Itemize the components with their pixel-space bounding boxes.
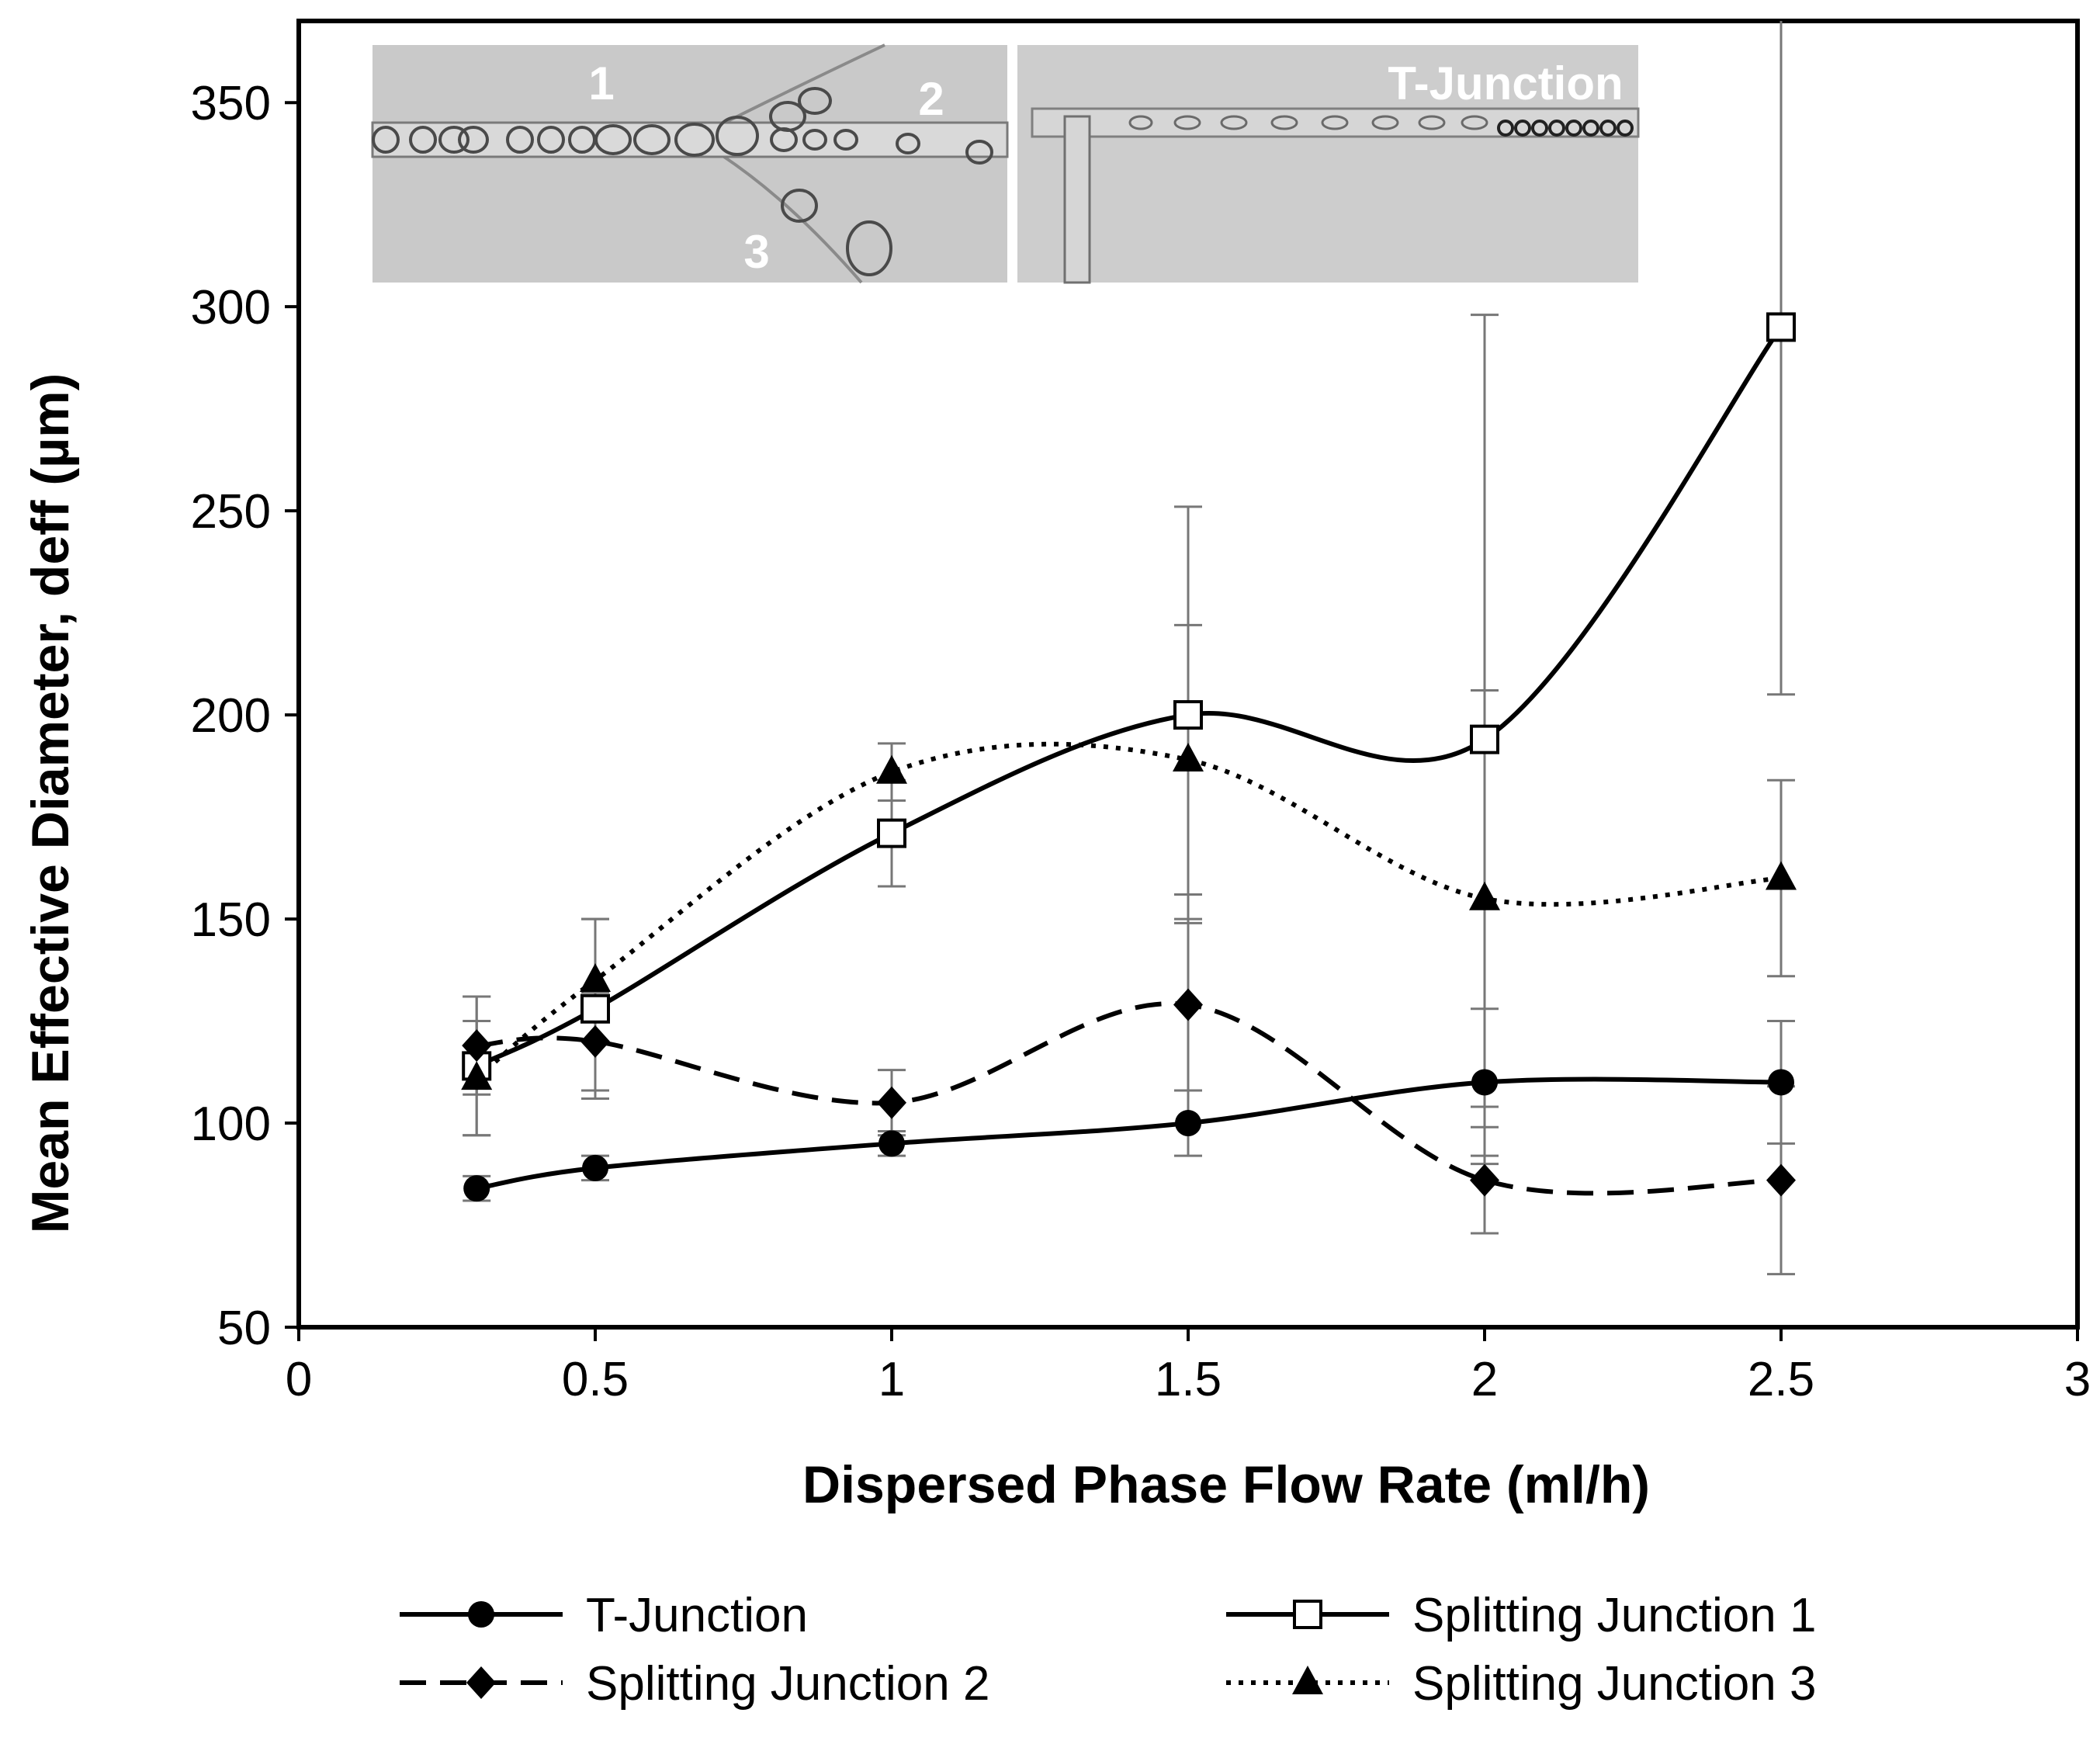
legend-marker-splitting-junction-3: [1292, 1666, 1323, 1694]
x-tick-label: 0: [286, 1353, 312, 1406]
data-point-splitting-junction-3: [1469, 881, 1500, 910]
data-point-splitting-junction-2: [462, 1029, 492, 1063]
y-tick-label: 300: [191, 281, 271, 335]
series-lines: [475, 325, 1783, 1196]
inset-tjunction-channel: [1031, 107, 1640, 138]
data-point-splitting-junction-1: [1173, 700, 1203, 730]
legend-marker-splitting-junction-2: [466, 1666, 496, 1699]
inset-tjunction-image: [1017, 45, 1638, 283]
data-point-t-junction: [1768, 1069, 1794, 1096]
inset-splitting-branch-upper: [721, 43, 885, 126]
inset-tjunction-droplets-dense: [1497, 120, 1634, 137]
x-tick-label: 2: [1471, 1353, 1498, 1406]
data-point-splitting-junction-1: [580, 993, 610, 1024]
x-tick-label: 0.5: [562, 1353, 629, 1406]
data-point-t-junction: [1471, 1069, 1498, 1096]
legend-label-splitting-junction-1: Splitting Junction 1: [1412, 1589, 1816, 1642]
data-point-splitting-junction-3: [1766, 861, 1797, 890]
inset-label-3: 3: [743, 226, 769, 278]
inset-splitting-image: [373, 45, 1007, 283]
data-point-splitting-junction-1: [1470, 724, 1499, 754]
data-point-splitting-junction-3: [1173, 742, 1204, 771]
series-line-splitting-junction-1: [475, 325, 1783, 1069]
y-tick-label: 100: [191, 1097, 271, 1151]
data-point-splitting-junction-2: [1173, 988, 1203, 1021]
x-tick-label: 1.5: [1155, 1353, 1222, 1406]
inset-tjunction-inlet: [1063, 115, 1091, 284]
legend-label-splitting-junction-3: Splitting Junction 3: [1412, 1657, 1816, 1711]
y-axis-title: Mean Effective Diameter, deff (µm): [21, 373, 80, 1234]
legend-marker-splitting-junction-1: [1293, 1600, 1322, 1629]
inset-splitting-branch-lower: [720, 154, 863, 284]
data-point-splitting-junction-1: [877, 818, 906, 848]
data-point-splitting-junction-2: [1470, 1163, 1499, 1197]
data-point-splitting-junction-1: [1766, 312, 1796, 342]
legend-marker-t-junction: [468, 1601, 494, 1628]
data-point-splitting-junction-3: [461, 1061, 493, 1090]
data-point-splitting-junction-2: [877, 1086, 906, 1119]
legend-label-splitting-junction-2: Splitting Junction 2: [586, 1657, 989, 1711]
series-line-splitting-junction-3: [475, 741, 1782, 1080]
series-line-splitting-junction-2: [476, 1001, 1782, 1196]
inset-droplets-left: [372, 87, 993, 276]
data-point-t-junction: [582, 1154, 608, 1181]
data-point-t-junction: [463, 1175, 490, 1202]
data-point-splitting-junction-3: [876, 754, 907, 784]
series-line-t-junction: [476, 1077, 1782, 1191]
data-point-t-junction: [878, 1130, 905, 1157]
y-tick-label: 250: [191, 485, 271, 539]
data-point-splitting-junction-2: [580, 1025, 610, 1058]
x-tick-label: 2.5: [1748, 1353, 1814, 1406]
legend-label-t-junction: T-Junction: [586, 1589, 808, 1642]
inset-tjunction-droplets: [1128, 115, 1488, 130]
series-markers: [461, 312, 1797, 1202]
x-tick-label: 1: [878, 1353, 905, 1406]
x-tick-label: 3: [2064, 1353, 2091, 1406]
y-tick-label: 200: [191, 689, 271, 743]
inset-label-1: 1: [588, 57, 614, 109]
y-tick-label: 150: [191, 893, 271, 947]
data-point-splitting-junction-2: [1766, 1163, 1796, 1197]
inset-label-2: 2: [918, 73, 944, 125]
inset-label-tjunction: T-Junction: [1388, 57, 1623, 109]
legend: T-Junction Splitting Junction 1 Splitting …: [400, 1589, 1816, 1711]
y-tick-label: 50: [217, 1302, 271, 1355]
y-tick-label: 350: [191, 77, 271, 130]
data-point-t-junction: [1175, 1110, 1201, 1137]
inset-images: 1 2 3 T-Junction: [371, 43, 1640, 284]
data-point-splitting-junction-3: [580, 962, 611, 992]
x-axis-title: Dispersed Phase Flow Rate (ml/h): [802, 1455, 1650, 1514]
